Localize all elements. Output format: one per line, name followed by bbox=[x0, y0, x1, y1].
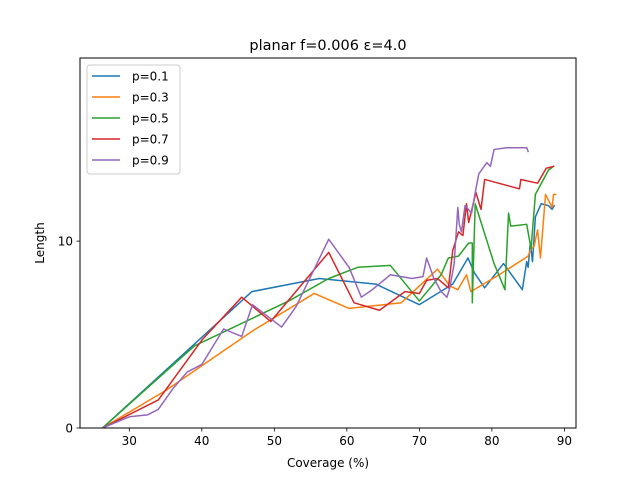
series-line-p=0.5 bbox=[101, 165, 555, 428]
x-tick-label: 60 bbox=[339, 434, 354, 448]
plot-frame bbox=[79, 57, 577, 429]
legend-label: p=0.7 bbox=[132, 133, 169, 147]
x-tick-label: 50 bbox=[267, 434, 282, 448]
y-axis: 0 10 bbox=[58, 235, 80, 436]
series-layer bbox=[101, 146, 557, 428]
x-tick-label: 30 bbox=[122, 434, 137, 448]
x-axis-label: Coverage (%) bbox=[287, 456, 369, 470]
legend-label: p=0.9 bbox=[132, 154, 169, 168]
y-axis-label: Length bbox=[33, 222, 47, 263]
y-tick-label: 10 bbox=[58, 235, 73, 249]
series-line-p=0.9 bbox=[101, 146, 530, 428]
x-tick-label: 40 bbox=[194, 434, 209, 448]
legend-label: p=0.3 bbox=[132, 91, 169, 105]
y-tick-label: 0 bbox=[65, 422, 73, 436]
legend-label: p=0.5 bbox=[132, 112, 169, 126]
series-line-p=0.7 bbox=[101, 165, 555, 428]
x-tick-label: 70 bbox=[412, 434, 427, 448]
series-line-p=0.1 bbox=[101, 203, 556, 428]
x-tick-label: 80 bbox=[484, 434, 499, 448]
series-line-p=0.3 bbox=[101, 193, 557, 428]
x-axis: 30 40 50 60 70 80 90 bbox=[122, 428, 572, 448]
chart-title: planar f=0.006 ε=4.0 bbox=[249, 38, 406, 54]
legend-box bbox=[86, 64, 181, 175]
x-tick-label: 90 bbox=[557, 434, 572, 448]
legend-label: p=0.1 bbox=[132, 70, 169, 84]
legend: p=0.1 p=0.3 p=0.5 p=0.7 p=0.9 bbox=[86, 64, 181, 175]
